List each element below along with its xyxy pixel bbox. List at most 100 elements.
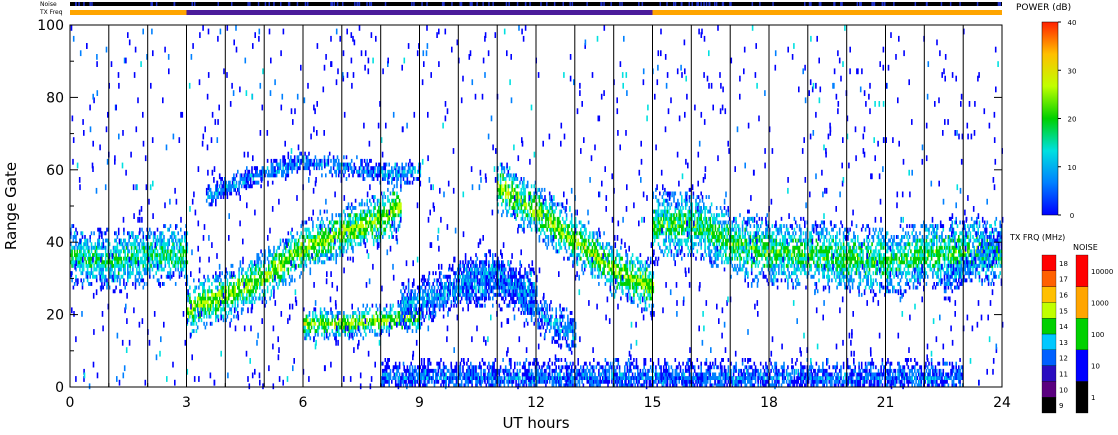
echo-cell [385, 209, 388, 214]
echo-cell [525, 184, 528, 189]
echo-cell [312, 220, 314, 225]
echo-cell [615, 263, 617, 268]
echo-cell [315, 238, 318, 243]
echo-cell [256, 260, 258, 265]
echo-cell [515, 271, 517, 276]
noise-strip-tick [841, 2, 843, 6]
echo-cell [599, 256, 601, 261]
echo-cell [282, 162, 284, 167]
echo-cell [379, 318, 381, 323]
echo-cell [205, 314, 208, 319]
echo-cell [233, 173, 235, 178]
echo-cell [519, 180, 521, 185]
echo-cell [515, 267, 517, 272]
echo-cell [548, 227, 551, 232]
echo-cell [367, 231, 370, 236]
echo-cell [392, 202, 394, 207]
echo-cell [244, 173, 247, 178]
echo-cell [620, 282, 622, 286]
echo-cell [482, 271, 485, 276]
echo-cell [499, 271, 502, 276]
echo-cell [512, 285, 515, 290]
echo-cell [327, 242, 330, 247]
echo-cell [546, 318, 548, 323]
echo-cell [308, 325, 310, 330]
echo-cell [530, 307, 533, 312]
echo-cell [546, 209, 548, 214]
echo-cell [612, 249, 614, 254]
echo-cell [568, 343, 570, 348]
echo-cell [385, 321, 388, 326]
echo-cell [204, 303, 207, 308]
echo-cell [384, 213, 387, 218]
echo-cell [299, 166, 301, 171]
echo-cell [508, 300, 511, 305]
noise-strip-tick [333, 2, 335, 6]
echo-cell [120, 289, 123, 294]
echo-cell [358, 216, 361, 221]
echo-cell [422, 282, 424, 286]
echo-cell [547, 321, 550, 326]
echo-cell [521, 300, 524, 305]
echo-cell [130, 253, 133, 258]
echo-cell [141, 256, 143, 261]
echo-cell [173, 245, 176, 250]
echo-cell [325, 173, 327, 178]
echo-cell [325, 227, 327, 232]
echo-cell [363, 329, 366, 334]
echo-cell [348, 231, 350, 236]
echo-cell [360, 173, 362, 178]
echo-cell [251, 166, 253, 171]
echo-cell [104, 245, 107, 250]
echo-cell [537, 318, 539, 323]
echo-cell [589, 260, 591, 265]
echo-cell [548, 303, 551, 308]
echo-cell [560, 235, 563, 239]
echo-cell [372, 238, 375, 243]
echo-cell [520, 300, 523, 305]
echo-cell [559, 329, 561, 334]
noise-strip-tick [914, 2, 917, 6]
echo-cell [277, 169, 279, 174]
echo-cell [211, 191, 213, 196]
echo-cell [563, 314, 565, 319]
echo-cell [554, 332, 556, 337]
echo-cell [552, 245, 555, 250]
echo-cell [499, 187, 502, 192]
noise-strip-tick [287, 2, 290, 6]
echo-cell [240, 173, 243, 178]
echo-cell [463, 292, 466, 297]
echo-cell [160, 249, 163, 254]
echo-cell [79, 253, 81, 258]
echo-cell [565, 329, 568, 334]
echo-cell [484, 303, 486, 308]
echo-cell [580, 220, 582, 225]
echo-cell [226, 296, 229, 301]
echo-cell [537, 307, 539, 312]
echo-cell [339, 227, 341, 232]
echo-cell [221, 271, 223, 276]
echo-cell [305, 256, 308, 261]
echo-cell [249, 267, 252, 272]
echo-cell [134, 278, 137, 283]
echo-cell [332, 235, 335, 239]
echo-cell [81, 235, 84, 239]
echo-cell [273, 285, 275, 290]
echo-cell [281, 267, 283, 272]
echo-cell [541, 224, 543, 229]
echo-cell [106, 282, 108, 286]
echo-cell [506, 198, 508, 203]
echo-cell [370, 321, 372, 326]
echo-cell [611, 256, 613, 261]
echo-cell [337, 245, 340, 250]
echo-cell [494, 271, 497, 276]
echo-cell [604, 274, 607, 279]
echo-cell [215, 285, 217, 290]
echo-cell [523, 209, 525, 214]
echo-cell [591, 245, 594, 250]
echo-cell [117, 267, 120, 272]
echo-cell [264, 173, 266, 178]
echo-cell [473, 267, 476, 272]
echo-cell [567, 238, 569, 243]
echo-cell [127, 278, 129, 283]
